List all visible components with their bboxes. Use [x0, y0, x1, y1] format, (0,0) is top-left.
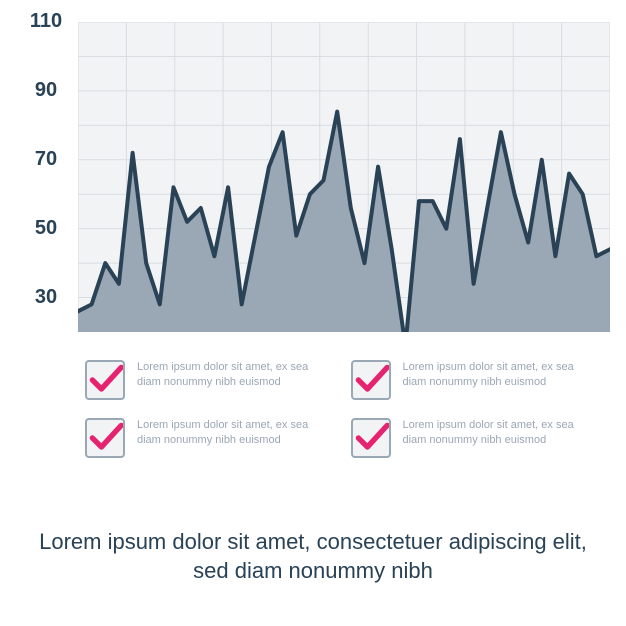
checkmark-icon — [351, 418, 391, 458]
legend-item: Lorem ipsum dolor sit amet, ex sea diam … — [351, 418, 587, 458]
chart-plot — [78, 22, 610, 332]
legend-grid: Lorem ipsum dolor sit amet, ex sea diam … — [85, 360, 586, 458]
legend-item: Lorem ipsum dolor sit amet, ex sea diam … — [85, 418, 321, 458]
y-tick-label: 50 — [16, 217, 76, 240]
checkmark-icon — [351, 360, 391, 400]
legend-item: Lorem ipsum dolor sit amet, ex sea diam … — [85, 360, 321, 400]
y-tick-label: 70 — [16, 148, 76, 171]
y-tick-label: 110 — [16, 10, 76, 33]
legend-item: Lorem ipsum dolor sit amet, ex sea diam … — [351, 360, 587, 400]
y-tick-label: 90 — [16, 79, 76, 102]
area-chart: 30507090110 — [16, 22, 610, 332]
legend-item-text: Lorem ipsum dolor sit amet, ex sea diam … — [137, 418, 321, 448]
legend-item-text: Lorem ipsum dolor sit amet, ex sea diam … — [403, 360, 587, 390]
legend-item-text: Lorem ipsum dolor sit amet, ex sea diam … — [137, 360, 321, 390]
footer-text-content: Lorem ipsum dolor sit amet, consectetuer… — [39, 529, 587, 584]
footer-text: Lorem ipsum dolor sit amet, consectetuer… — [30, 527, 596, 586]
checkmark-icon — [85, 418, 125, 458]
legend-item-text: Lorem ipsum dolor sit amet, ex sea diam … — [403, 418, 587, 448]
y-axis-labels: 30507090110 — [16, 22, 76, 332]
y-tick-label: 30 — [16, 286, 76, 309]
checkmark-icon — [85, 360, 125, 400]
